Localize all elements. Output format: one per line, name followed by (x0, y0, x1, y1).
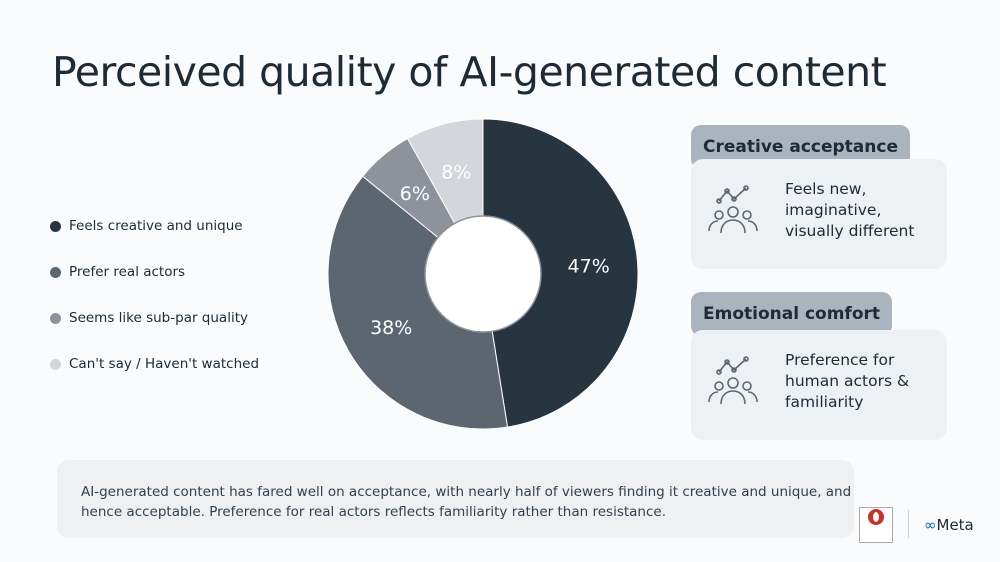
page-title: Perceived quality of AI-generated conten… (52, 48, 887, 96)
legend-label: Feels creative and unique (69, 218, 243, 234)
legend-item: Can't say / Haven't watched (50, 341, 259, 387)
audience-growth-icon (708, 185, 758, 234)
data-label: 47% (568, 256, 610, 278)
data-label: 8% (441, 161, 471, 183)
legend-label: Can't say / Haven't watched (69, 356, 260, 372)
card-text: Feels new, imaginative, visually different (785, 180, 915, 240)
legend-swatch (50, 312, 61, 324)
donut-hole (424, 215, 542, 333)
legend-swatch (50, 358, 61, 370)
legend-swatch (50, 220, 61, 232)
card-text: Preference for human actors & familiarity (785, 351, 910, 411)
legend-item: Prefer real actors (50, 249, 259, 295)
audience-growth-icon (708, 356, 758, 405)
legend-label: Prefer real actors (69, 264, 186, 280)
legend-item: Feels creative and unique (50, 203, 259, 249)
donut-slice (327, 175, 509, 430)
legend-swatch (50, 266, 61, 278)
data-label: 38% (370, 317, 412, 339)
summary-note: AI-generated content has fared well on a… (57, 460, 854, 538)
card-tag: Emotional comfort (691, 292, 893, 336)
info-card: Preference for human actors & familiarity (691, 330, 947, 440)
legend-item: Seems like sub-par quality (50, 295, 259, 341)
logo-divider (908, 510, 909, 538)
ormax-logo (859, 507, 893, 543)
legend-label: Seems like sub-par quality (69, 310, 248, 326)
info-card: Feels new, imaginative, visually different (691, 159, 947, 269)
donut-slice (482, 118, 639, 428)
chart-legend: Feels creative and unique Prefer real ac… (50, 203, 259, 387)
meta-logo: ∞Meta (924, 516, 974, 534)
data-label: 6% (400, 183, 430, 205)
donut-chart: 47% 38% 6% 8% (327, 118, 639, 430)
